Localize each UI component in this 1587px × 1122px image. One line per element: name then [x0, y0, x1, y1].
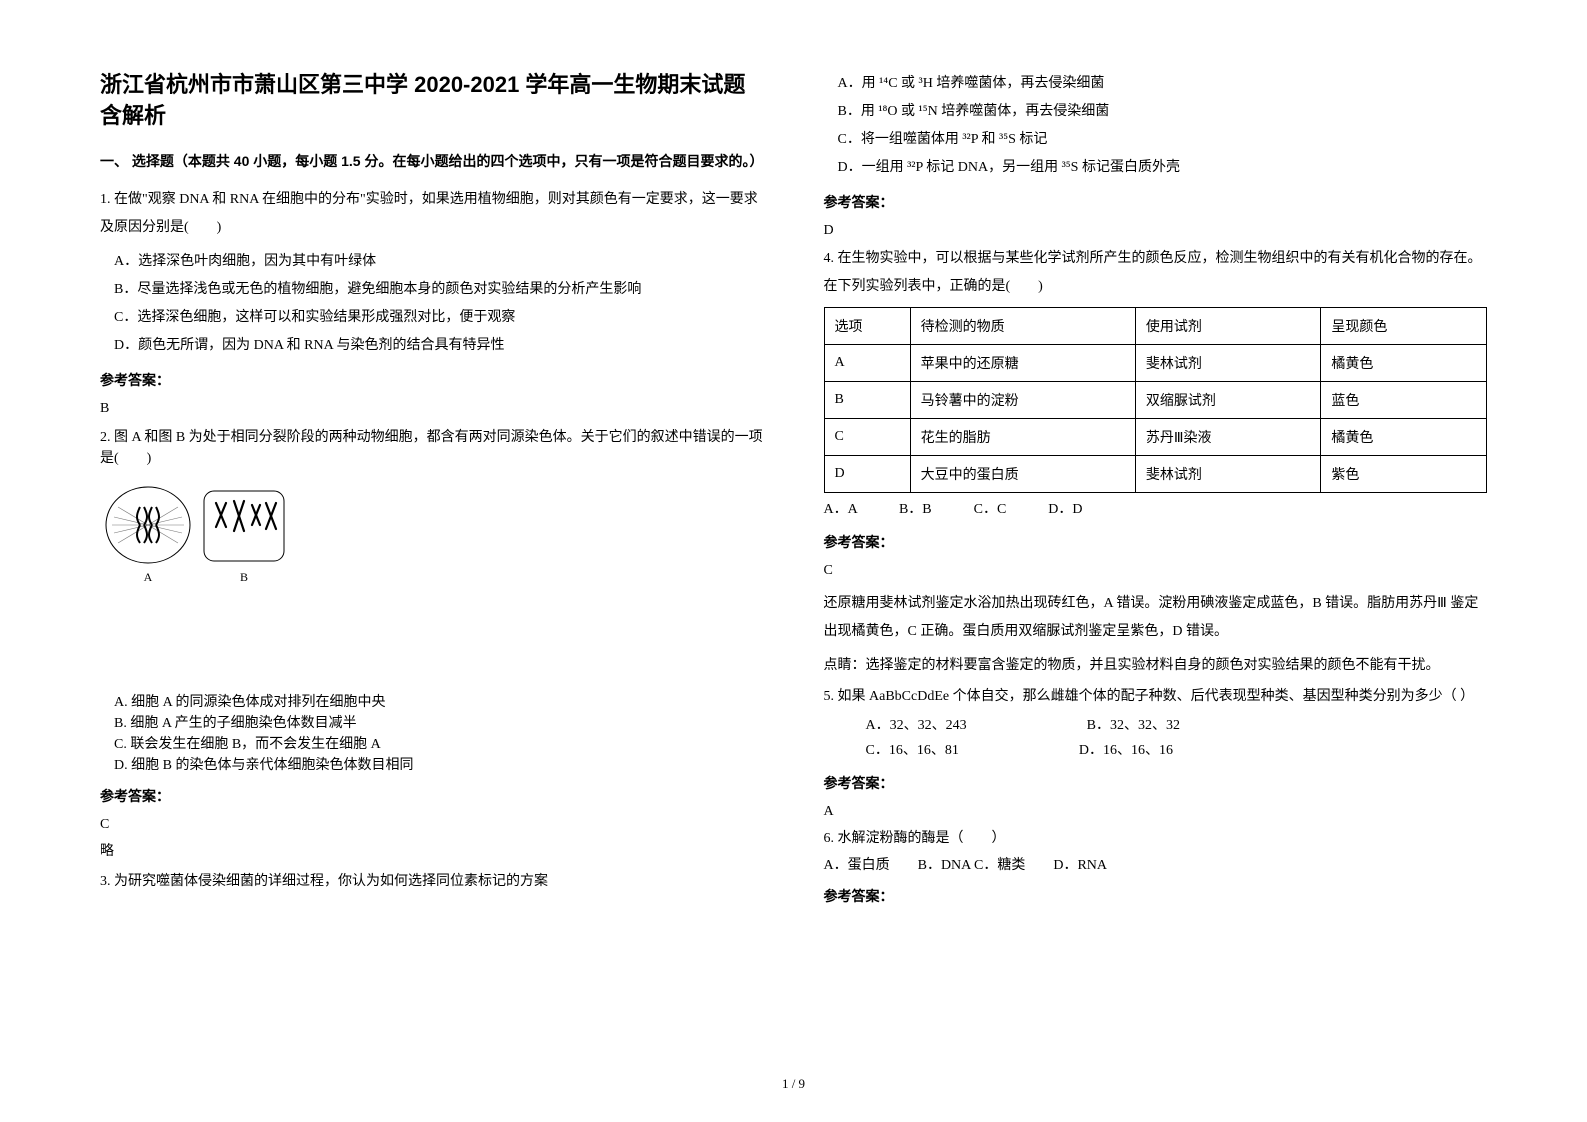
q4-stem: 4. 在生物实验中，可以根据与某些化学试剂所产生的颜色反应，检测生物组织中的有关… — [824, 245, 1488, 301]
cell: 紫色 — [1321, 456, 1487, 493]
q3-opt-d: D．一组用 ³²P 标记 DNA，另一组用 ³⁵S 标记蛋白质外壳 — [824, 154, 1488, 182]
q1-opt-c: C．选择深色细胞，这样可以和实验结果形成强烈对比，便于观察 — [100, 304, 764, 332]
th-3: 呈现颜色 — [1321, 308, 1487, 345]
q5-opts-row1: A．32、32、243 B．32、32、32 — [824, 713, 1488, 738]
left-column: 浙江省杭州市市萧山区第三中学 2020-2021 学年高一生物期末试题含解析 一… — [100, 70, 764, 912]
q2-opt-c: C. 联会发生在细胞 B，而不会发生在细胞 A — [100, 734, 764, 755]
q3-ans-label: 参考答案： — [824, 192, 1488, 212]
q2-opt-b: B. 细胞 A 产生的子细胞染色体数目减半 — [100, 713, 764, 734]
q4-ans-label: 参考答案： — [824, 532, 1488, 552]
th-0: 选项 — [824, 308, 910, 345]
q5-ans: A — [824, 799, 1488, 824]
q1-stem: 1. 在做"观察 DNA 和 RNA 在细胞中的分布"实验时，如果选用植物细胞，… — [100, 186, 764, 242]
q6-opts: A．蛋白质 B．DNA C．糖类 D．RNA — [824, 855, 1488, 876]
table-row: A 苹果中的还原糖 斐林试剂 橘黄色 — [824, 345, 1487, 382]
q3-opt-a: A．用 ¹⁴C 或 ³H 培养噬菌体，再去侵染细菌 — [824, 70, 1488, 98]
q6-ans-label: 参考答案： — [824, 886, 1488, 906]
cell: 橘黄色 — [1321, 419, 1487, 456]
q3-opt-c: C．将一组噬菌体用 ³²P 和 ³⁵S 标记 — [824, 126, 1488, 154]
q5-opt-d: D．16、16、16 — [1079, 738, 1173, 763]
q5-ans-label: 参考答案： — [824, 773, 1488, 793]
cell: 橘黄色 — [1321, 345, 1487, 382]
q4-opts: A．A B．B C．C D．D — [824, 497, 1488, 522]
table-row: C 花生的脂肪 苏丹Ⅲ染液 橘黄色 — [824, 419, 1487, 456]
q5-opt-b: B．32、32、32 — [1087, 713, 1180, 738]
table-header-row: 选项 待检测的物质 使用试剂 呈现颜色 — [824, 308, 1487, 345]
q5-opt-a: A．32、32、243 — [866, 713, 967, 738]
page: 浙江省杭州市市萧山区第三中学 2020-2021 学年高一生物期末试题含解析 一… — [0, 0, 1587, 952]
cell-diagram-svg: A B — [100, 477, 290, 597]
q2-ans-label: 参考答案： — [100, 786, 764, 806]
q1-ans: B — [100, 396, 764, 421]
cell: 斐林试剂 — [1135, 456, 1321, 493]
q2-figure: A B — [100, 477, 764, 602]
q5-opt-c: C．16、16、81 — [866, 738, 959, 763]
q6-stem: 6. 水解淀粉酶的酶是（ ） — [824, 828, 1488, 849]
cell: D — [824, 456, 910, 493]
cell-b-label: B — [240, 570, 248, 584]
q1-opt-d: D．颜色无所谓，因为 DNA 和 RNA 与染色剂的结合具有特异性 — [100, 332, 764, 360]
spacer — [100, 612, 764, 692]
cell: 大豆中的蛋白质 — [910, 456, 1135, 493]
cell: 马铃薯中的淀粉 — [910, 382, 1135, 419]
q1-opt-b: B．尽量选择浅色或无色的植物细胞，避免细胞本身的颜色对实验结果的分析产生影响 — [100, 276, 764, 304]
q2-ans: C — [100, 812, 764, 837]
table-row: D 大豆中的蛋白质 斐林试剂 紫色 — [824, 456, 1487, 493]
q1-opt-a: A．选择深色叶肉细胞，因为其中有叶绿体 — [100, 248, 764, 276]
q2-stem: 2. 图 A 和图 B 为处于相同分裂阶段的两种动物细胞，都含有两对同源染色体。… — [100, 427, 764, 469]
cell: B — [824, 382, 910, 419]
q2-opt-a: A. 细胞 A 的同源染色体成对排列在细胞中央 — [100, 692, 764, 713]
cell: A — [824, 345, 910, 382]
cell: 斐林试剂 — [1135, 345, 1321, 382]
cell: 双缩脲试剂 — [1135, 382, 1321, 419]
q1-ans-label: 参考答案： — [100, 370, 764, 390]
cell: 苏丹Ⅲ染液 — [1135, 419, 1321, 456]
cell: 花生的脂肪 — [910, 419, 1135, 456]
section-1-head: 一、 选择题（本题共 40 小题，每小题 1.5 分。在每小题给出的四个选项中，… — [100, 150, 764, 172]
doc-title: 浙江省杭州市市萧山区第三中学 2020-2021 学年高一生物期末试题含解析 — [100, 70, 764, 132]
cell-a-label: A — [144, 570, 153, 584]
right-column: A．用 ¹⁴C 或 ³H 培养噬菌体，再去侵染细菌 B．用 ¹⁸O 或 ¹⁵N … — [824, 70, 1488, 912]
th-2: 使用试剂 — [1135, 308, 1321, 345]
q3-ans: D — [824, 218, 1488, 243]
q4-ans: C — [824, 558, 1488, 583]
q3-opt-b: B．用 ¹⁸O 或 ¹⁵N 培养噬菌体，再去侵染细菌 — [824, 98, 1488, 126]
cell: C — [824, 419, 910, 456]
q5-opts-row2: C．16、16、81 D．16、16、16 — [824, 738, 1488, 763]
q4-exp2: 点睛：选择鉴定的材料要富含鉴定的物质，并且实验材料自身的颜色对实验结果的颜色不能… — [824, 652, 1488, 680]
q4-table: 选项 待检测的物质 使用试剂 呈现颜色 A 苹果中的还原糖 斐林试剂 橘黄色 B… — [824, 307, 1488, 493]
cell: 苹果中的还原糖 — [910, 345, 1135, 382]
page-footer: 1 / 9 — [0, 1076, 1587, 1092]
q3-stem: 3. 为研究噬菌体侵染细菌的详细过程，你认为如何选择同位素标记的方案 — [100, 871, 764, 892]
q4-exp1: 还原糖用斐林试剂鉴定水浴加热出现砖红色，A 错误。淀粉用碘液鉴定成蓝色，B 错误… — [824, 590, 1488, 646]
q5-stem: 5. 如果 AaBbCcDdEe 个体自交，那么雌雄个体的配子种数、后代表现型种… — [824, 686, 1488, 707]
q2-note: 略 — [100, 839, 764, 864]
th-1: 待检测的物质 — [910, 308, 1135, 345]
table-row: B 马铃薯中的淀粉 双缩脲试剂 蓝色 — [824, 382, 1487, 419]
q2-opt-d: D. 细胞 B 的染色体与亲代体细胞染色体数目相同 — [100, 755, 764, 776]
cell: 蓝色 — [1321, 382, 1487, 419]
